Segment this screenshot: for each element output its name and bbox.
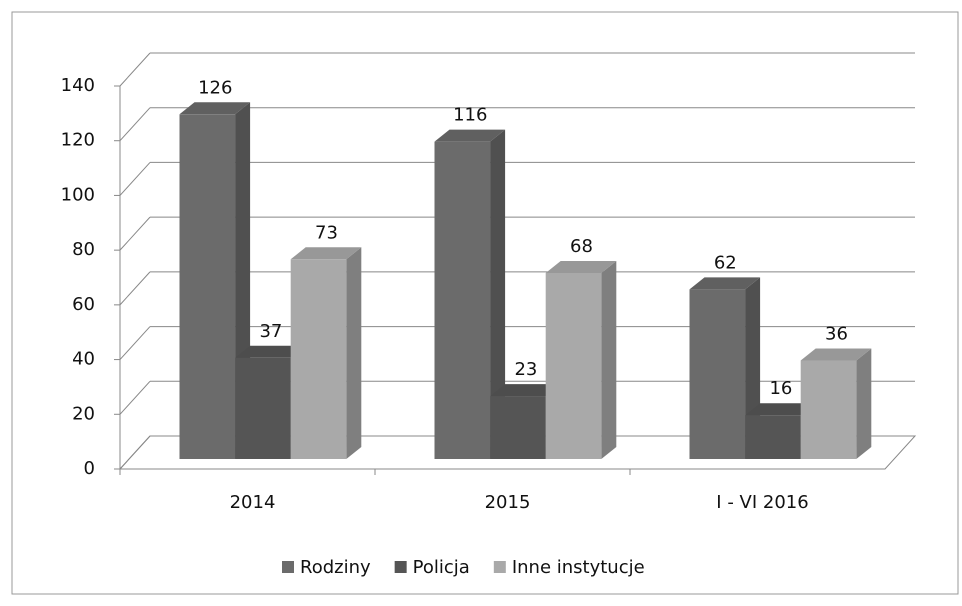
- bar-top: [434, 129, 506, 142]
- x-tick-label: 2014: [230, 492, 276, 513]
- bar-side: [601, 260, 617, 459]
- legend-swatch: [394, 561, 407, 573]
- bar: [689, 289, 746, 459]
- y-tick-label: 40: [72, 349, 95, 370]
- bar-top: [235, 345, 306, 358]
- bar-top: [490, 384, 561, 397]
- legend-label: Inne instytucje: [512, 557, 645, 578]
- y-tick-label: 100: [61, 184, 95, 205]
- bar: [545, 272, 602, 459]
- legend-swatch: [282, 561, 294, 573]
- data-label: 16: [769, 378, 792, 399]
- chart-border: [11, 11, 959, 595]
- bar: [434, 141, 491, 459]
- bar-top: [800, 348, 872, 361]
- data-label: 126: [198, 77, 232, 98]
- grid-line: [119, 326, 151, 360]
- y-tick-label: 60: [72, 294, 95, 315]
- bar: [490, 396, 546, 459]
- grid-line: [119, 162, 151, 196]
- data-label: 68: [570, 236, 593, 257]
- data-label: 73: [315, 222, 338, 243]
- legend-label: Policja: [413, 557, 470, 578]
- grid-line: [119, 107, 151, 142]
- bar: [800, 360, 857, 459]
- grid-line: [119, 52, 151, 87]
- y-tick-label: 120: [61, 130, 95, 151]
- bar-top: [545, 260, 617, 273]
- y-tick-label: 0: [84, 458, 95, 479]
- legend-swatch: [493, 561, 506, 573]
- data-label: 23: [514, 359, 537, 380]
- bar: [235, 357, 291, 459]
- bar: [179, 114, 236, 460]
- y-tick-label: 80: [72, 239, 95, 260]
- legend-label: Rodziny: [300, 557, 371, 578]
- data-label: 62: [714, 252, 737, 273]
- bar-top: [689, 277, 761, 290]
- bar-top: [179, 102, 251, 115]
- bar-side: [346, 247, 362, 459]
- grid-line: [119, 380, 151, 415]
- bar-top: [745, 403, 816, 416]
- bar: [290, 259, 347, 459]
- y-tick-label: 140: [61, 75, 95, 96]
- bar: [745, 415, 801, 459]
- x-tick-label: I - VI 2016: [716, 492, 808, 513]
- x-tick-label: 2015: [485, 492, 531, 513]
- data-label: 116: [453, 105, 487, 126]
- bar-side: [490, 129, 506, 459]
- data-label: 37: [259, 321, 282, 342]
- data-label: 36: [825, 324, 848, 345]
- y-tick-label: 20: [72, 403, 95, 424]
- grid-line: [119, 271, 151, 306]
- bar-side: [856, 348, 872, 459]
- grid-line: [119, 216, 151, 251]
- grid-line: [119, 435, 151, 470]
- bar-top: [290, 247, 362, 260]
